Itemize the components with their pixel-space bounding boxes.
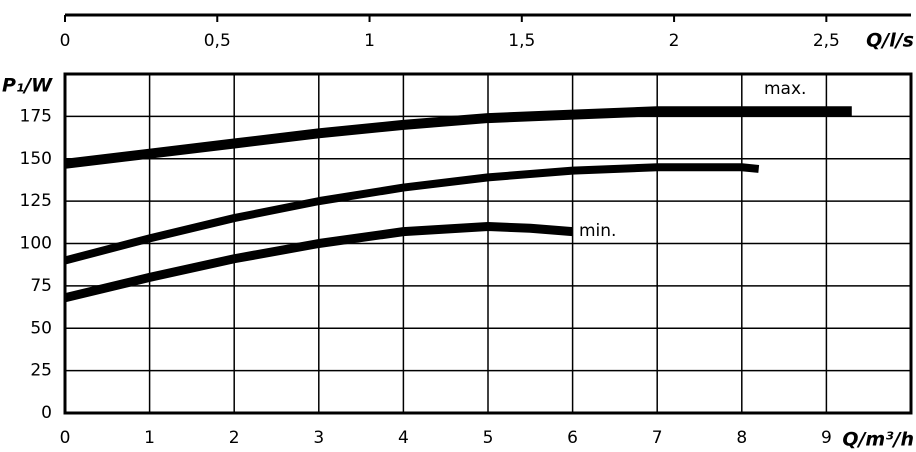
x-tick-label: 2 [229,428,240,448]
y-tick-label: 100 [20,234,52,254]
y-tick-label: 125 [20,191,52,211]
x-tick-label: 7 [652,428,663,448]
curve [63,163,760,265]
annotation: min. [579,221,616,241]
x2-tick-label: 0 [60,31,71,51]
plot-frame [63,72,913,415]
x2-tick-label: 1 [364,31,375,51]
curve [63,222,573,303]
y-axis-title: P₁/W [2,75,53,97]
x-tick-label: 8 [736,428,747,448]
y-tick-label: 0 [41,403,52,423]
x-tick-label: 3 [313,428,324,448]
x2-axis-title: Q/l/s [866,30,914,52]
x2-tick-label: 2,5 [813,31,840,51]
y-tick-label: 75 [30,276,52,296]
y-tick-label: 150 [20,149,52,169]
x-tick-label: 9 [821,428,832,448]
y-tick-label: 50 [30,318,52,338]
y-tick-label: 175 [20,106,52,126]
x2-tick-label: 2 [669,31,680,51]
x-tick-label: 5 [483,428,494,448]
y-tick-label: 25 [30,361,52,381]
x-tick-label: 1 [144,428,155,448]
x2-tick-label: 1,5 [508,31,535,51]
x2-tick-label: 0,5 [204,31,231,51]
x-tick-label: 6 [567,428,578,448]
x-axis-title: Q/m³/h [842,429,914,451]
curve [64,106,852,169]
x-tick-label: 0 [60,428,71,448]
annotation: max. [764,79,806,99]
x-tick-label: 4 [398,428,409,448]
